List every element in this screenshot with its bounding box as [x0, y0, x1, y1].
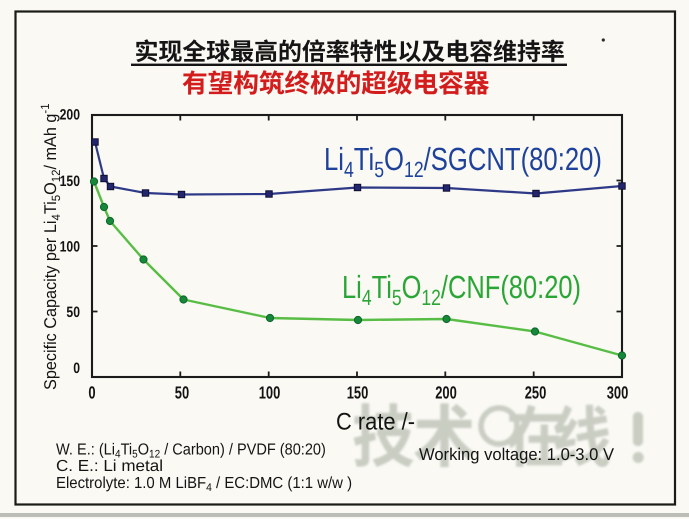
svg-text:0: 0	[88, 383, 95, 403]
svg-text:200: 200	[60, 106, 80, 123]
svg-text:300: 300	[607, 383, 629, 403]
svg-text:C rate /-: C rate /-	[336, 409, 415, 436]
svg-text:Working voltage: 1.0-3.0 V: Working voltage: 1.0-3.0 V	[419, 445, 615, 464]
svg-text:Li4Ti5O12/CNF(80:20): Li4Ti5O12/CNF(80:20)	[342, 269, 581, 310]
svg-text:Specific Capacity per Li4Ti5O1: Specific Capacity per Li4Ti5O12/ mAh g-1	[38, 103, 63, 390]
svg-text:0: 0	[73, 360, 80, 377]
svg-text:250: 250	[525, 383, 547, 403]
svg-text:50: 50	[66, 304, 80, 321]
svg-text:Electrolyte: 1.0 M LiBF4 / EC:: Electrolyte: 1.0 M LiBF4 / EC:DMC (1:1 w…	[56, 475, 352, 494]
svg-text:C. E.: Li metal: C. E.: Li metal	[56, 458, 163, 475]
svg-text:100: 100	[259, 383, 281, 403]
svg-text:W. E.: (Li4Ti5O12 / Carbon) /: W. E.: (Li4Ti5O12 / Carbon) / PVDF (80:2…	[56, 442, 326, 461]
svg-text:150: 150	[60, 173, 80, 190]
svg-text:50: 50	[175, 383, 190, 403]
svg-text:100: 100	[60, 239, 80, 256]
svg-text:150: 150	[347, 383, 369, 403]
svg-text:Li4Ti5O12/SGCNT(80:20): Li4Ti5O12/SGCNT(80:20)	[324, 141, 602, 182]
svg-text:200: 200	[435, 383, 457, 403]
